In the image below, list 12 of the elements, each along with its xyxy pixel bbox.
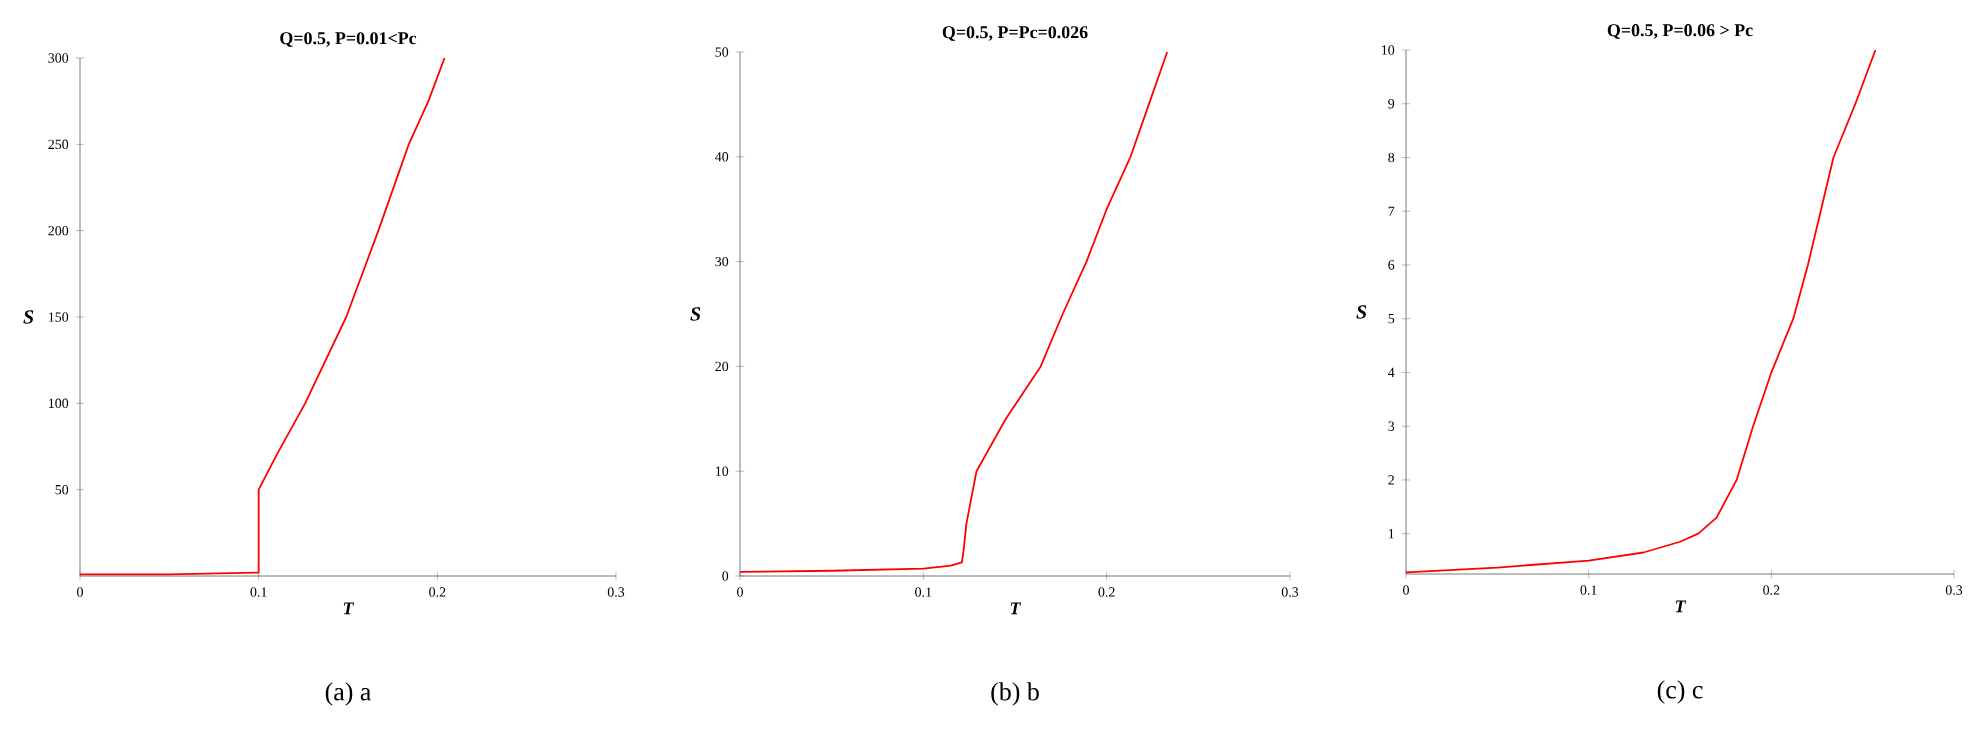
x-axis-title: T: [1010, 602, 1022, 615]
text: (c) c: [1657, 680, 1703, 704]
y-axis-title: S: [690, 307, 701, 321]
text: (b) b: [991, 682, 1039, 706]
x-axis-title: T: [1675, 600, 1687, 613]
chart-title: Q=0.5, P=0.06 > Pc: [1607, 24, 1753, 39]
text: (a) a: [325, 682, 372, 706]
chart-title: Q=0.5, P=0.01<Pc: [280, 32, 417, 47]
y-axis-title: S: [23, 310, 34, 324]
chart-title: Q=0.5, P=Pc=0.026: [942, 26, 1088, 41]
y-axis-title: S: [1356, 305, 1367, 319]
x-axis-title: T: [343, 602, 355, 615]
